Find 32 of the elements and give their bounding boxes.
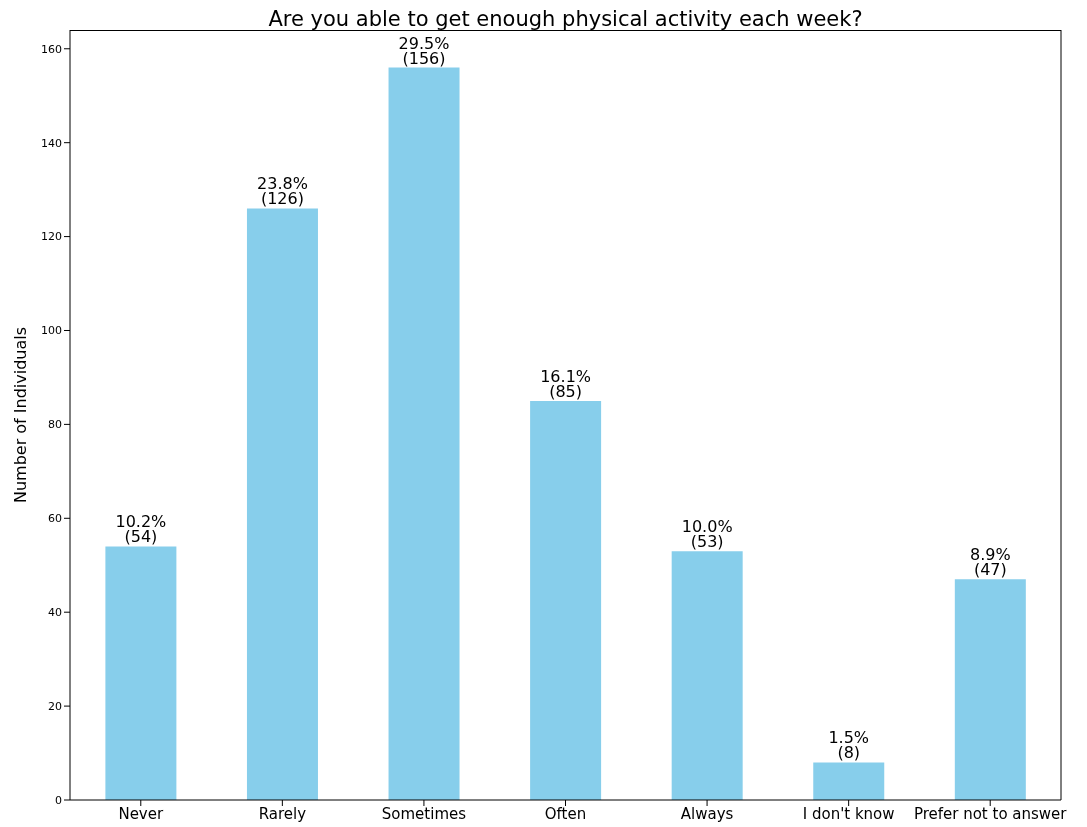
bar	[954, 579, 1026, 800]
y-tick-label: 0	[55, 793, 62, 807]
data-label: 23.8% (126)	[257, 174, 308, 209]
bar	[530, 400, 602, 800]
y-tick-label: 120	[41, 230, 62, 244]
y-tick-label: 100	[41, 324, 62, 338]
x-tick-label: Never	[118, 804, 164, 823]
x-tick-label: Always	[680, 804, 734, 823]
x-tick-label: Sometimes	[381, 804, 467, 823]
data-label: 1.5% (8)	[828, 728, 870, 763]
x-tick-label: I don't know	[802, 804, 895, 823]
data-label: 10.2% (54)	[115, 512, 167, 547]
y-tick-label: 40	[48, 606, 62, 620]
bar	[388, 67, 460, 800]
y-tick-label: 60	[48, 512, 62, 526]
data-label: 16.1% (85)	[540, 366, 592, 401]
bar	[105, 546, 177, 800]
bar	[246, 208, 318, 800]
x-tick-label: Prefer not to answer	[913, 804, 1068, 823]
data-label: 29.5% (156)	[398, 33, 450, 68]
y-tick-label: 140	[41, 136, 62, 150]
data-label: 10.0% (53)	[681, 517, 733, 552]
y-tick-label: 160	[41, 42, 62, 56]
chart-title: Are you able to get enough physical activity each week?	[267, 7, 864, 31]
data-label: 8.9% (47)	[969, 545, 1011, 580]
y-axis-title: Number of Individuals	[10, 326, 30, 504]
x-tick-label: Rarely	[258, 804, 307, 823]
x-tick-label: Often	[544, 804, 587, 823]
y-tick-label: 80	[48, 418, 62, 432]
bar	[671, 551, 743, 800]
bar	[813, 762, 885, 800]
y-tick-label: 20	[48, 700, 62, 713]
